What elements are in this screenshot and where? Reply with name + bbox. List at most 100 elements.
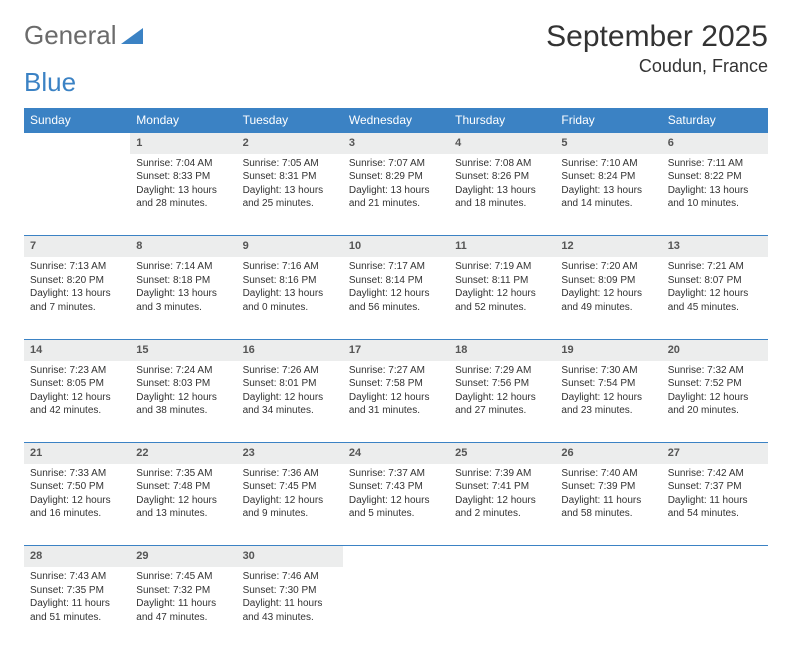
day-details: Sunrise: 7:32 AMSunset: 7:52 PMDaylight:…	[662, 361, 768, 423]
day-details: Sunrise: 7:24 AMSunset: 8:03 PMDaylight:…	[130, 361, 236, 423]
weekday-header: Monday	[130, 108, 236, 133]
day-body-cell: Sunrise: 7:17 AMSunset: 8:14 PMDaylight:…	[343, 257, 449, 339]
sunrise-line: Sunrise: 7:17 AM	[349, 260, 443, 274]
sunset-line: Sunset: 8:01 PM	[243, 377, 337, 391]
sunrise-line: Sunrise: 7:14 AM	[136, 260, 230, 274]
sunrise-line: Sunrise: 7:37 AM	[349, 467, 443, 481]
sunrise-line: Sunrise: 7:26 AM	[243, 364, 337, 378]
day-body-cell: Sunrise: 7:45 AMSunset: 7:32 PMDaylight:…	[130, 567, 236, 649]
sunset-line: Sunset: 8:05 PM	[30, 377, 124, 391]
daylight-line: Daylight: 12 hours and 20 minutes.	[668, 391, 762, 418]
daylight-line: Daylight: 12 hours and 42 minutes.	[30, 391, 124, 418]
day-body-cell: Sunrise: 7:29 AMSunset: 7:56 PMDaylight:…	[449, 361, 555, 443]
sunset-line: Sunset: 8:29 PM	[349, 170, 443, 184]
sunrise-line: Sunrise: 7:08 AM	[455, 157, 549, 171]
sunset-line: Sunset: 8:09 PM	[561, 274, 655, 288]
calendar-page: { "logo": { "text1": "General", "text2":…	[0, 0, 792, 612]
day-number-cell: 29	[130, 546, 236, 567]
day-number-cell: 5	[555, 133, 661, 154]
sunset-line: Sunset: 7:39 PM	[561, 480, 655, 494]
daylight-line: Daylight: 12 hours and 49 minutes.	[561, 287, 655, 314]
daylight-line: Daylight: 11 hours and 51 minutes.	[30, 597, 124, 624]
day-details: Sunrise: 7:21 AMSunset: 8:07 PMDaylight:…	[662, 257, 768, 319]
day-details: Sunrise: 7:29 AMSunset: 7:56 PMDaylight:…	[449, 361, 555, 423]
day-details: Sunrise: 7:14 AMSunset: 8:18 PMDaylight:…	[130, 257, 236, 319]
location-subtitle: Coudun, France	[546, 56, 768, 77]
sunrise-line: Sunrise: 7:04 AM	[136, 157, 230, 171]
day-number-cell: 9	[237, 236, 343, 257]
day-number-cell: 12	[555, 236, 661, 257]
day-number-row: 78910111213	[24, 236, 768, 257]
day-body-cell: Sunrise: 7:37 AMSunset: 7:43 PMDaylight:…	[343, 464, 449, 546]
day-number-cell: 21	[24, 443, 130, 464]
weekday-header: Sunday	[24, 108, 130, 133]
day-body-row: Sunrise: 7:33 AMSunset: 7:50 PMDaylight:…	[24, 464, 768, 546]
day-body-cell: Sunrise: 7:35 AMSunset: 7:48 PMDaylight:…	[130, 464, 236, 546]
sunset-line: Sunset: 7:43 PM	[349, 480, 443, 494]
day-number-cell: 17	[343, 339, 449, 360]
daylight-line: Daylight: 12 hours and 27 minutes.	[455, 391, 549, 418]
day-number-cell	[343, 546, 449, 567]
daylight-line: Daylight: 13 hours and 28 minutes.	[136, 184, 230, 211]
daylight-line: Daylight: 12 hours and 34 minutes.	[243, 391, 337, 418]
day-number-cell: 30	[237, 546, 343, 567]
day-body-row: Sunrise: 7:13 AMSunset: 8:20 PMDaylight:…	[24, 257, 768, 339]
sunrise-line: Sunrise: 7:16 AM	[243, 260, 337, 274]
daylight-line: Daylight: 13 hours and 3 minutes.	[136, 287, 230, 314]
sunset-line: Sunset: 7:45 PM	[243, 480, 337, 494]
day-details: Sunrise: 7:04 AMSunset: 8:33 PMDaylight:…	[130, 154, 236, 216]
day-number-cell: 22	[130, 443, 236, 464]
day-body-cell: Sunrise: 7:11 AMSunset: 8:22 PMDaylight:…	[662, 154, 768, 236]
sunrise-line: Sunrise: 7:27 AM	[349, 364, 443, 378]
day-details: Sunrise: 7:17 AMSunset: 8:14 PMDaylight:…	[343, 257, 449, 319]
day-body-cell	[449, 567, 555, 649]
day-body-cell: Sunrise: 7:07 AMSunset: 8:29 PMDaylight:…	[343, 154, 449, 236]
sunrise-line: Sunrise: 7:35 AM	[136, 467, 230, 481]
day-body-cell: Sunrise: 7:10 AMSunset: 8:24 PMDaylight:…	[555, 154, 661, 236]
day-body-cell: Sunrise: 7:30 AMSunset: 7:54 PMDaylight:…	[555, 361, 661, 443]
sunset-line: Sunset: 8:18 PM	[136, 274, 230, 288]
sunset-line: Sunset: 8:14 PM	[349, 274, 443, 288]
daylight-line: Daylight: 12 hours and 45 minutes.	[668, 287, 762, 314]
day-number-cell	[662, 546, 768, 567]
day-number-cell: 25	[449, 443, 555, 464]
day-body-cell	[343, 567, 449, 649]
sunrise-line: Sunrise: 7:23 AM	[30, 364, 124, 378]
daylight-line: Daylight: 11 hours and 43 minutes.	[243, 597, 337, 624]
day-number-cell: 1	[130, 133, 236, 154]
day-details: Sunrise: 7:35 AMSunset: 7:48 PMDaylight:…	[130, 464, 236, 526]
day-body-cell: Sunrise: 7:39 AMSunset: 7:41 PMDaylight:…	[449, 464, 555, 546]
day-number-cell: 10	[343, 236, 449, 257]
logo-text-1: General	[24, 20, 117, 51]
day-number-cell: 24	[343, 443, 449, 464]
day-number-cell: 15	[130, 339, 236, 360]
day-details: Sunrise: 7:19 AMSunset: 8:11 PMDaylight:…	[449, 257, 555, 319]
day-number-row: 282930	[24, 546, 768, 567]
day-body-cell: Sunrise: 7:40 AMSunset: 7:39 PMDaylight:…	[555, 464, 661, 546]
day-body-cell: Sunrise: 7:13 AMSunset: 8:20 PMDaylight:…	[24, 257, 130, 339]
sunrise-line: Sunrise: 7:05 AM	[243, 157, 337, 171]
daylight-line: Daylight: 13 hours and 7 minutes.	[30, 287, 124, 314]
daylight-line: Daylight: 12 hours and 9 minutes.	[243, 494, 337, 521]
weekday-header: Thursday	[449, 108, 555, 133]
day-body-cell: Sunrise: 7:32 AMSunset: 7:52 PMDaylight:…	[662, 361, 768, 443]
daylight-line: Daylight: 12 hours and 52 minutes.	[455, 287, 549, 314]
logo-triangle-icon	[121, 26, 143, 46]
day-details: Sunrise: 7:39 AMSunset: 7:41 PMDaylight:…	[449, 464, 555, 526]
day-details: Sunrise: 7:45 AMSunset: 7:32 PMDaylight:…	[130, 567, 236, 629]
daylight-line: Daylight: 11 hours and 58 minutes.	[561, 494, 655, 521]
day-number-cell: 28	[24, 546, 130, 567]
sunrise-line: Sunrise: 7:24 AM	[136, 364, 230, 378]
daylight-line: Daylight: 13 hours and 21 minutes.	[349, 184, 443, 211]
day-body-cell: Sunrise: 7:14 AMSunset: 8:18 PMDaylight:…	[130, 257, 236, 339]
sunrise-line: Sunrise: 7:32 AM	[668, 364, 762, 378]
day-body-cell	[24, 154, 130, 236]
day-body-cell: Sunrise: 7:42 AMSunset: 7:37 PMDaylight:…	[662, 464, 768, 546]
daylight-line: Daylight: 13 hours and 10 minutes.	[668, 184, 762, 211]
sunset-line: Sunset: 7:41 PM	[455, 480, 549, 494]
sunrise-line: Sunrise: 7:07 AM	[349, 157, 443, 171]
day-number-cell: 2	[237, 133, 343, 154]
day-details: Sunrise: 7:36 AMSunset: 7:45 PMDaylight:…	[237, 464, 343, 526]
day-body-cell: Sunrise: 7:26 AMSunset: 8:01 PMDaylight:…	[237, 361, 343, 443]
day-body-cell: Sunrise: 7:19 AMSunset: 8:11 PMDaylight:…	[449, 257, 555, 339]
